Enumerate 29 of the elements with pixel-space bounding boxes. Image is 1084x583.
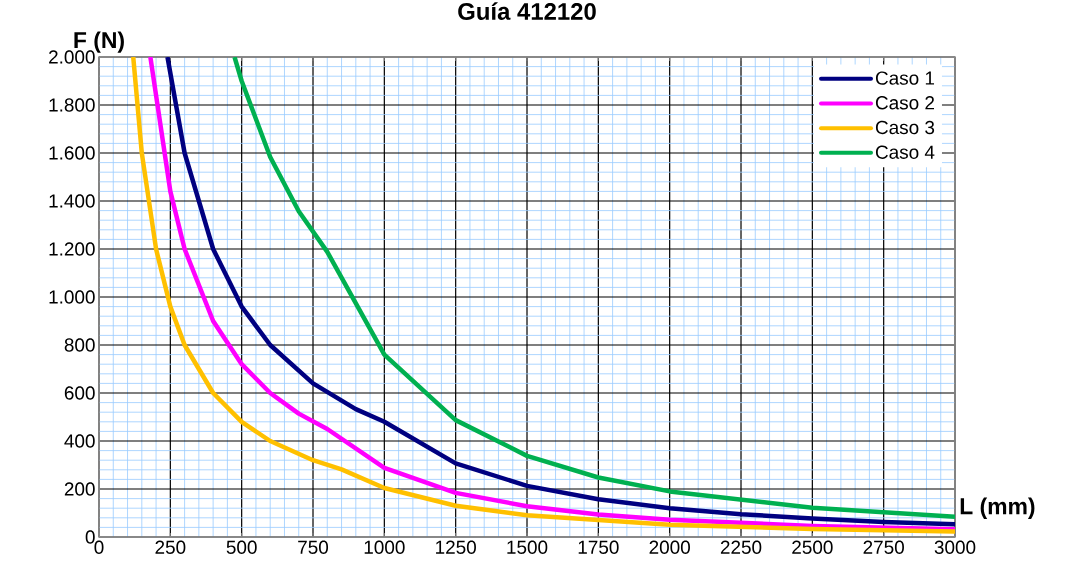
y-tick-label: 1.800	[49, 98, 95, 112]
x-tick-label: 750	[298, 540, 329, 554]
y-tick-label: 1.600	[49, 146, 95, 160]
chart-title: Guía 412120	[458, 2, 596, 20]
y-tick-label: 400	[64, 434, 95, 448]
x-tick-label: 1750	[578, 540, 619, 554]
y-tick-label: 600	[64, 386, 95, 400]
x-tick-label: 3000	[934, 540, 976, 554]
y-tick-label: 1.400	[49, 194, 95, 208]
x-tick-label: 1250	[436, 540, 476, 554]
y-tick-label: 200	[64, 482, 95, 496]
y-tick-label: 0	[85, 530, 95, 544]
x-tick-label: 1500	[507, 540, 548, 554]
x-tick-label: 250	[155, 540, 186, 554]
x-tick-label: 500	[226, 540, 257, 554]
x-tick-label: 1000	[364, 540, 405, 554]
legend-label: Caso 4	[875, 145, 935, 159]
x-axis-title: L (mm)	[960, 497, 1035, 519]
legend-label: Caso 1	[875, 71, 935, 85]
x-tick-label: 2250	[720, 540, 762, 554]
legend-label: Caso 2	[875, 96, 934, 110]
y-tick-label: 1.200	[49, 242, 95, 256]
y-tick-label: 800	[64, 338, 95, 352]
y-tick-label: 1.000	[49, 290, 95, 304]
x-tick-label: 2750	[863, 540, 904, 554]
x-tick-label: 2500	[792, 540, 833, 554]
x-tick-label: 2000	[649, 540, 690, 554]
legend-label: Caso 3	[875, 120, 935, 135]
x-tick-label: 0	[94, 540, 104, 554]
